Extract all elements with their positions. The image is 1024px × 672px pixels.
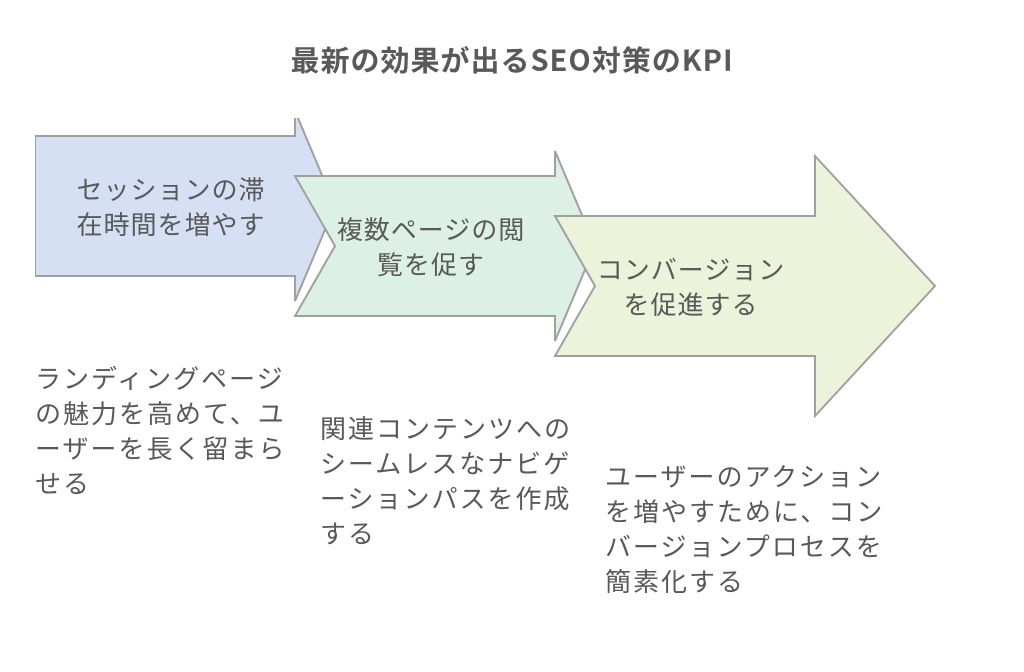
- arrow-label-0: セッションの滞在時間を増やす: [35, 171, 295, 241]
- arrow-description-0: ランディングページの魅力を高めて、ユーザーを長く留まらせる: [35, 360, 300, 500]
- arrow-label-1: 複数ページの閲覧を促す: [295, 211, 555, 281]
- arrow-description-1: 関連コンテンツへのシームレスなナビゲーションパスを作成する: [320, 410, 585, 550]
- arrow-description-2: ユーザーのアクションを増やすために、コンバージョンプロセスを簡素化する: [605, 458, 895, 598]
- arrow-label-2: コンバージョンを促進する: [555, 251, 815, 321]
- page-title: 最新の効果が出るSEO対策のKPI: [0, 38, 1024, 80]
- arrow-box-0: セッションの滞在時間を増やす: [35, 136, 295, 276]
- arrow-box-2: コンバージョンを促進する: [555, 216, 815, 356]
- arrow-box-1: 複数ページの閲覧を促す: [295, 176, 555, 316]
